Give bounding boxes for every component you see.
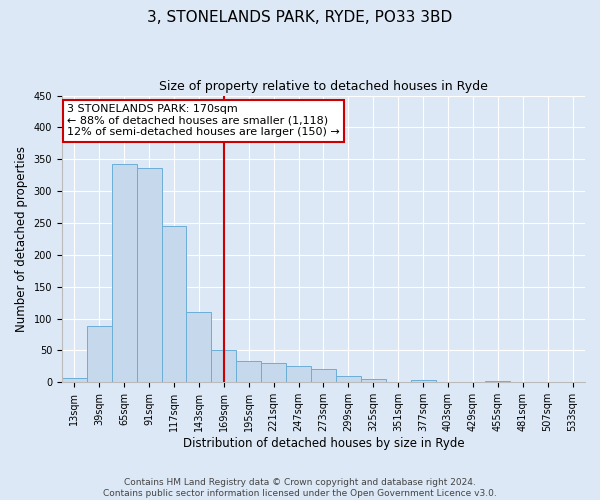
Bar xyxy=(361,379,386,382)
Bar xyxy=(311,369,336,382)
X-axis label: Distribution of detached houses by size in Ryde: Distribution of detached houses by size … xyxy=(182,437,464,450)
Bar xyxy=(410,380,436,382)
Text: 3, STONELANDS PARK, RYDE, PO33 3BD: 3, STONELANDS PARK, RYDE, PO33 3BD xyxy=(148,10,452,25)
Bar xyxy=(236,362,261,382)
Y-axis label: Number of detached properties: Number of detached properties xyxy=(15,146,28,332)
Bar xyxy=(336,376,361,382)
Bar xyxy=(87,326,112,382)
Bar xyxy=(112,164,137,382)
Text: Contains HM Land Registry data © Crown copyright and database right 2024.
Contai: Contains HM Land Registry data © Crown c… xyxy=(103,478,497,498)
Bar xyxy=(137,168,161,382)
Bar xyxy=(211,350,236,382)
Text: 3 STONELANDS PARK: 170sqm
← 88% of detached houses are smaller (1,118)
12% of se: 3 STONELANDS PARK: 170sqm ← 88% of detac… xyxy=(67,104,340,138)
Bar xyxy=(161,226,187,382)
Bar xyxy=(187,312,211,382)
Bar xyxy=(286,366,311,382)
Title: Size of property relative to detached houses in Ryde: Size of property relative to detached ho… xyxy=(159,80,488,93)
Bar xyxy=(485,381,510,382)
Bar xyxy=(62,378,87,382)
Bar xyxy=(261,363,286,382)
